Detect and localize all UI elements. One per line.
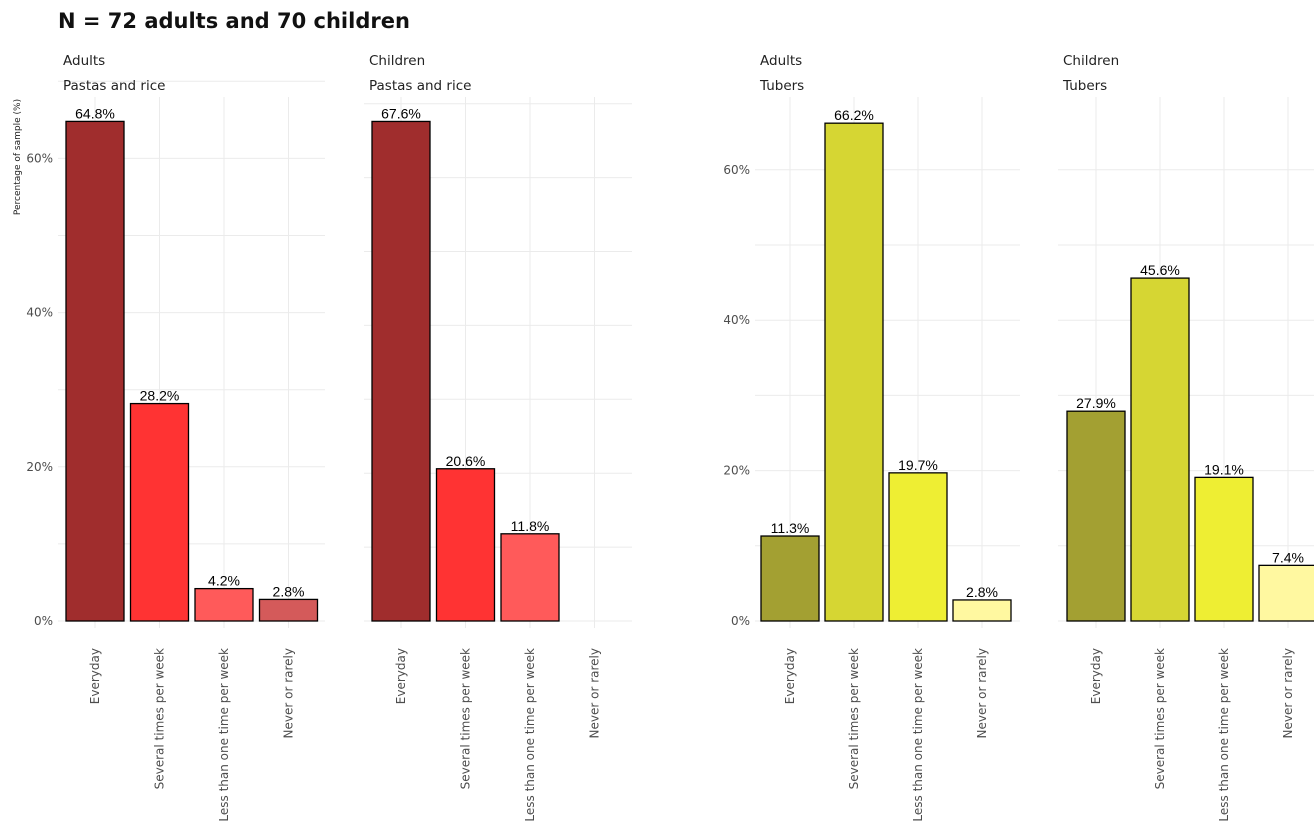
data-label: 4.2% — [208, 573, 240, 589]
x-tick-label: Everyday — [394, 648, 408, 704]
data-label: 11.3% — [771, 520, 810, 536]
data-label: 19.7% — [898, 457, 938, 473]
bar — [129, 402, 190, 622]
x-tick-label: Everyday — [1089, 648, 1103, 704]
chart-panel: Children Pastas and rice 67.6% Everyday 20.6… — [364, 53, 632, 822]
facet-group-label: Children — [1063, 53, 1119, 69]
bar — [1194, 476, 1254, 622]
x-tick-label: Less than one time per week — [1217, 648, 1231, 822]
y-tick-label: 40% — [26, 306, 53, 320]
data-label: 19.1% — [1204, 461, 1244, 477]
data-label: 11.8% — [511, 518, 550, 534]
data-label: 2.8% — [273, 583, 305, 599]
y-tick-label: 40% — [723, 313, 750, 327]
facet-food-label: Pastas and rice — [63, 78, 165, 94]
y-tick-label: 60% — [26, 151, 53, 165]
facet-food-label: Tubers — [759, 78, 804, 94]
x-tick-label: Several times per week — [847, 648, 861, 789]
x-tick-label: Several times per week — [153, 648, 167, 789]
bar — [824, 122, 884, 622]
y-tick-label: 0% — [34, 614, 53, 628]
bar — [760, 535, 820, 622]
x-tick-label: Everyday — [783, 648, 797, 704]
bar — [500, 533, 560, 622]
facet-food-label: Tubers — [1062, 78, 1107, 94]
facet-group-label: Adults — [63, 53, 105, 69]
bar — [194, 587, 254, 622]
data-label: 64.8% — [75, 105, 115, 121]
bar — [65, 120, 125, 622]
y-tick-label: 0% — [731, 614, 750, 628]
data-label: 28.2% — [140, 388, 180, 404]
chart-panel: Adults Pastas and rice 0% 20% 40% 60%Percenta… — [13, 53, 325, 822]
bar — [1130, 277, 1190, 622]
bar — [952, 599, 1012, 622]
data-label: 27.9% — [1076, 395, 1116, 411]
x-tick-label: Never or rarely — [1281, 648, 1295, 738]
x-tick-label: Several times per week — [459, 648, 473, 789]
x-tick-label: Never or rarely — [975, 648, 989, 738]
facet-group-label: Children — [369, 53, 425, 69]
data-label: 67.6% — [381, 105, 421, 121]
y-tick-label: 20% — [26, 460, 53, 474]
data-label: 66.2% — [834, 107, 874, 123]
x-tick-label: Several times per week — [1153, 648, 1167, 789]
y-tick-label: 20% — [723, 464, 750, 478]
data-label: 2.8% — [966, 584, 998, 600]
bar — [435, 468, 496, 622]
chart-panel: Adults Tubers 0% 20% 40% 60% 11.3% Everyday 66.2… — [723, 53, 1020, 822]
x-tick-label: Less than one time per week — [523, 648, 537, 822]
bar — [258, 598, 319, 622]
bar — [1066, 410, 1126, 622]
facet-food-label: Pastas and rice — [369, 78, 471, 94]
data-label: 45.6% — [1140, 262, 1180, 278]
y-tick-label: 60% — [723, 163, 750, 177]
x-tick-label: Everyday — [88, 648, 102, 704]
chart-panel: Children Tubers 27.9% Everyday 45.6% Several … — [1058, 53, 1314, 822]
y-axis-label: Percentage of sample (%) — [13, 99, 23, 215]
chart-title: N = 72 adults and 70 children — [58, 9, 410, 33]
x-tick-label: Never or rarely — [282, 648, 296, 738]
bar — [371, 120, 431, 622]
x-tick-label: Never or rarely — [588, 648, 602, 738]
data-label: 7.4% — [1272, 549, 1304, 565]
x-tick-label: Less than one time per week — [217, 648, 231, 822]
bar — [1258, 564, 1314, 622]
bar — [888, 472, 948, 622]
x-tick-label: Less than one time per week — [911, 648, 925, 822]
facet-group-label: Adults — [760, 53, 802, 69]
data-label: 20.6% — [446, 453, 486, 469]
